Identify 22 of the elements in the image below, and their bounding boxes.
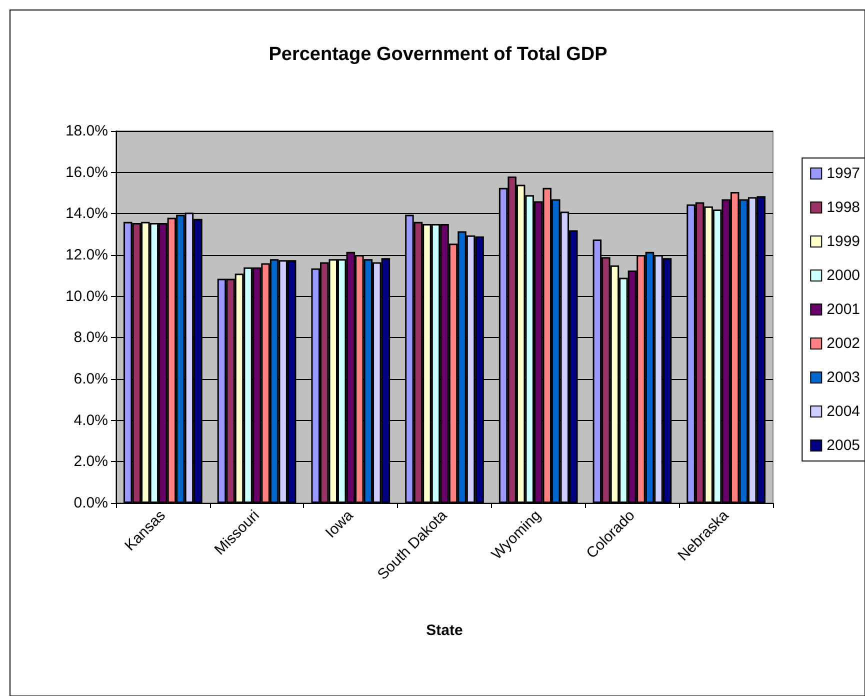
x-tick-label: Iowa <box>322 506 358 542</box>
legend-label: 2005 <box>826 437 860 454</box>
y-tick-label: 14.0% <box>65 205 108 222</box>
y-tick-label: 0.0% <box>74 494 108 512</box>
y-tick-label: 12.0% <box>65 246 108 264</box>
legend-label: 2001 <box>826 301 860 318</box>
legend-label: 1999 <box>826 233 860 250</box>
y-tick-label: 4.0% <box>74 412 108 429</box>
y-tick-label: 8.0% <box>74 329 108 346</box>
x-axis-title: State <box>426 622 463 639</box>
chart-title: Percentage Government of Total GDP <box>268 44 608 65</box>
legend-label: 1997 <box>826 165 860 182</box>
legend-label: 2000 <box>826 267 860 284</box>
y-tick-label: 10.0% <box>65 288 108 305</box>
legend-label: 2002 <box>826 335 860 352</box>
legend-label: 2003 <box>826 369 860 386</box>
y-tick-label: 2.0% <box>74 453 108 470</box>
y-tick-label: 18.0% <box>65 122 108 140</box>
y-tick-label: 6.0% <box>74 370 108 388</box>
y-tick-label: 16.0% <box>65 164 108 181</box>
legend-label: 1998 <box>826 199 860 216</box>
legend-label: 2004 <box>826 403 860 420</box>
